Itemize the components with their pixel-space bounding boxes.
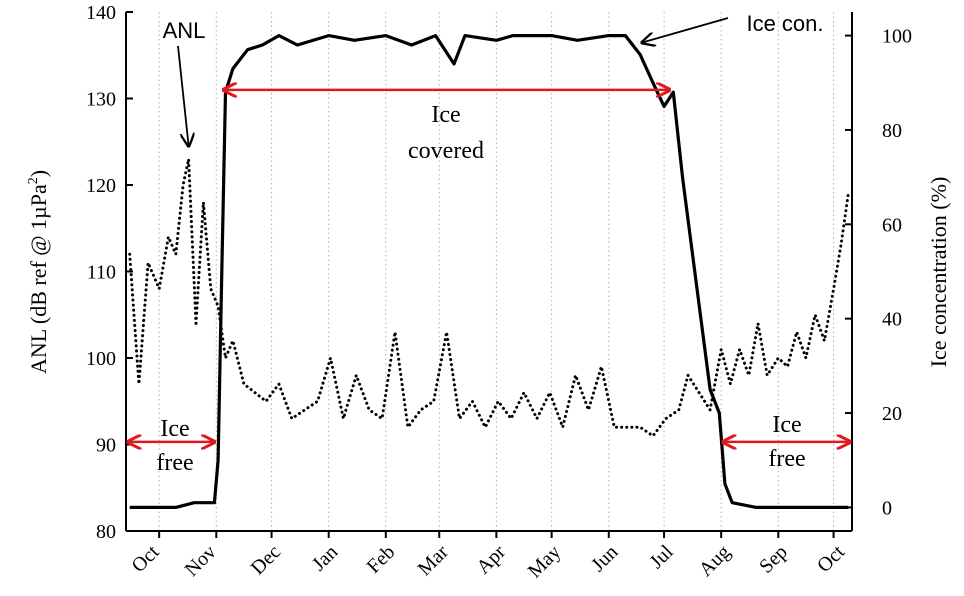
x-tick-label: Sep [755, 541, 792, 578]
y-left-tick-label: 80 [96, 521, 116, 543]
y-left-tick-label: 130 [86, 89, 116, 111]
y-left-tick-label: 110 [87, 262, 116, 284]
series-layer [128, 34, 850, 509]
ice-free-annotation-1-line: free [156, 450, 193, 476]
x-tick-label: Jun [587, 541, 622, 576]
annotations: ANL Ice con. Ice covered Ice free Ice free [128, 11, 850, 476]
ice-free-annotation-1-line: Ice [160, 416, 189, 442]
ice-covered-annotation-line: Ice [431, 102, 460, 128]
x-tick-label: Dec [247, 541, 285, 579]
x-tick-label: Nov [181, 541, 221, 581]
ice-concentration-series-line [129, 34, 849, 509]
ice-covered-annotation: Ice covered [408, 102, 484, 164]
y-right-tick-label: 20 [882, 403, 902, 425]
y-left-tick-label: 100 [86, 348, 116, 370]
ice-free-annotation-2-line: free [768, 446, 805, 472]
x-tick-label: Feb [363, 541, 400, 578]
y-left-tick-label: 140 [86, 2, 116, 24]
y-left-tick-label: 120 [86, 175, 116, 197]
x-tick-label: Jan [308, 541, 342, 575]
ice-free-annotation-2: Ice free [768, 412, 805, 472]
anl-annotation: ANL [163, 18, 206, 43]
y-right-tick-label: 80 [882, 120, 902, 142]
ice-free-annotation-1: Ice free [156, 416, 193, 476]
ice-con-annotation: Ice con. [746, 11, 823, 36]
y-left-axis-title: ANL (dB ref @ 1µPa2) [26, 170, 51, 374]
x-tick-label: Oct [813, 541, 849, 577]
y-right-tick-label: 60 [882, 214, 902, 236]
x-tick-label: Mar [414, 541, 453, 580]
y-left-tick-label: 90 [96, 435, 116, 457]
x-tick-label: Jul [646, 541, 678, 573]
y-right-tick-label: 100 [882, 26, 912, 48]
ice-covered-annotation-line: covered [408, 138, 484, 164]
x-tick-label: Aug [695, 541, 735, 581]
anl-series-line [128, 157, 850, 438]
y-right-tick-label: 0 [882, 497, 892, 519]
ice-free-annotation-2-line: Ice [772, 412, 801, 438]
x-tick-label: May [524, 541, 565, 582]
ice-con-pointer-arrow [642, 17, 729, 43]
anl-pointer-arrow [177, 45, 189, 146]
y-right-axis-title: Ice concentration (%) [926, 177, 951, 368]
x-tick-label: Oct [128, 541, 164, 577]
y-right-tick-label: 40 [882, 309, 902, 331]
x-tick-label: Apr [472, 541, 510, 579]
